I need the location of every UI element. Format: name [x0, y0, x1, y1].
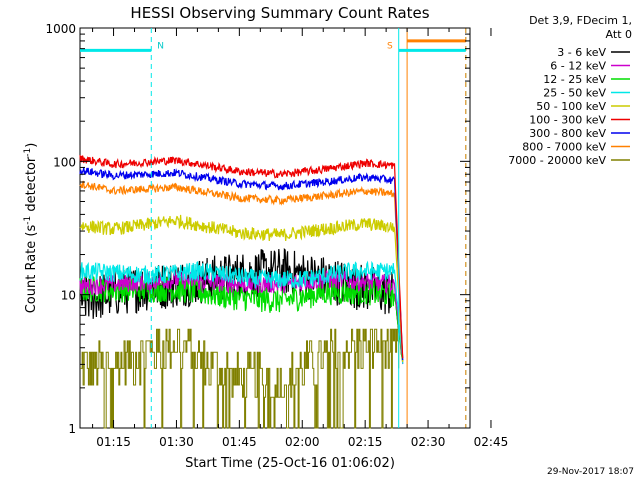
y-axis-label: Count Rate (s-1 detector-1) [23, 143, 39, 314]
legend-entry-label: 12 - 25 keV [543, 73, 606, 86]
series-line-6-12-kev [79, 269, 404, 365]
series-line-300-800-kev [79, 167, 404, 361]
x-axis-label: Start Time (25-Oct-16 01:06:02) [185, 456, 395, 471]
y-axis-label-mid: detector [24, 156, 39, 216]
flag-bar-label: S [387, 41, 393, 51]
series-line-800-7000-kev [79, 180, 404, 359]
series-line-7000-20000-kev [80, 328, 400, 429]
x-tick-label: 01:30 [159, 435, 194, 449]
x-tick-label: 02:45 [474, 435, 509, 449]
x-tick-label: 02:00 [285, 435, 320, 449]
x-axis: 01:15 01:30 01:45 02:00 02:15 02:30 02:45 [92, 28, 509, 449]
x-tick-label: 02:15 [348, 435, 383, 449]
series-line-50-100-kev [79, 214, 404, 363]
series-line-25-50-kev [79, 260, 404, 364]
y-tick-label: 1 [68, 422, 76, 436]
y-axis-label-end: ) [24, 143, 39, 148]
legend-entry-label: 25 - 50 keV [543, 87, 606, 100]
legend-entry-label: 7000 - 20000 keV [508, 154, 606, 167]
chart-title: HESSI Observing Summary Count Rates [130, 4, 429, 22]
legend-entry-label: 6 - 12 keV [550, 60, 606, 73]
x-tick-label: 02:30 [411, 435, 446, 449]
y-axis-label-main: Count Rate (s [24, 225, 39, 314]
legend-entry-label: 50 - 100 keV [536, 100, 606, 113]
legend-header-line-1: Det 3,9, FDecim 1, [529, 14, 632, 27]
y-axis-label-sup1: -1 [23, 216, 33, 225]
y-tick-label: 10 [61, 289, 76, 303]
legend-entry-label: 3 - 6 keV [557, 46, 606, 59]
legend-entry-label: 800 - 7000 keV [522, 141, 606, 154]
y-axis: 1 10 100 1000 [45, 22, 470, 436]
legend-header-line-2: Att 0 [606, 28, 632, 41]
y-tick-label: 100 [53, 155, 76, 169]
footer-date: 29-Nov-2017 18:07 [547, 467, 634, 477]
legend-entry-label: 300 - 800 keV [529, 127, 606, 140]
series-line-100-300-kev [79, 154, 404, 359]
x-tick-label: 01:15 [96, 435, 131, 449]
x-tick-label: 01:45 [222, 435, 257, 449]
y-tick-label: 1000 [45, 22, 76, 36]
y-axis-label-sup2: -1 [23, 148, 33, 157]
series-layer [79, 154, 404, 429]
legend-entry-label: 100 - 300 keV [529, 114, 606, 127]
flag-bar-label: N [157, 41, 164, 51]
